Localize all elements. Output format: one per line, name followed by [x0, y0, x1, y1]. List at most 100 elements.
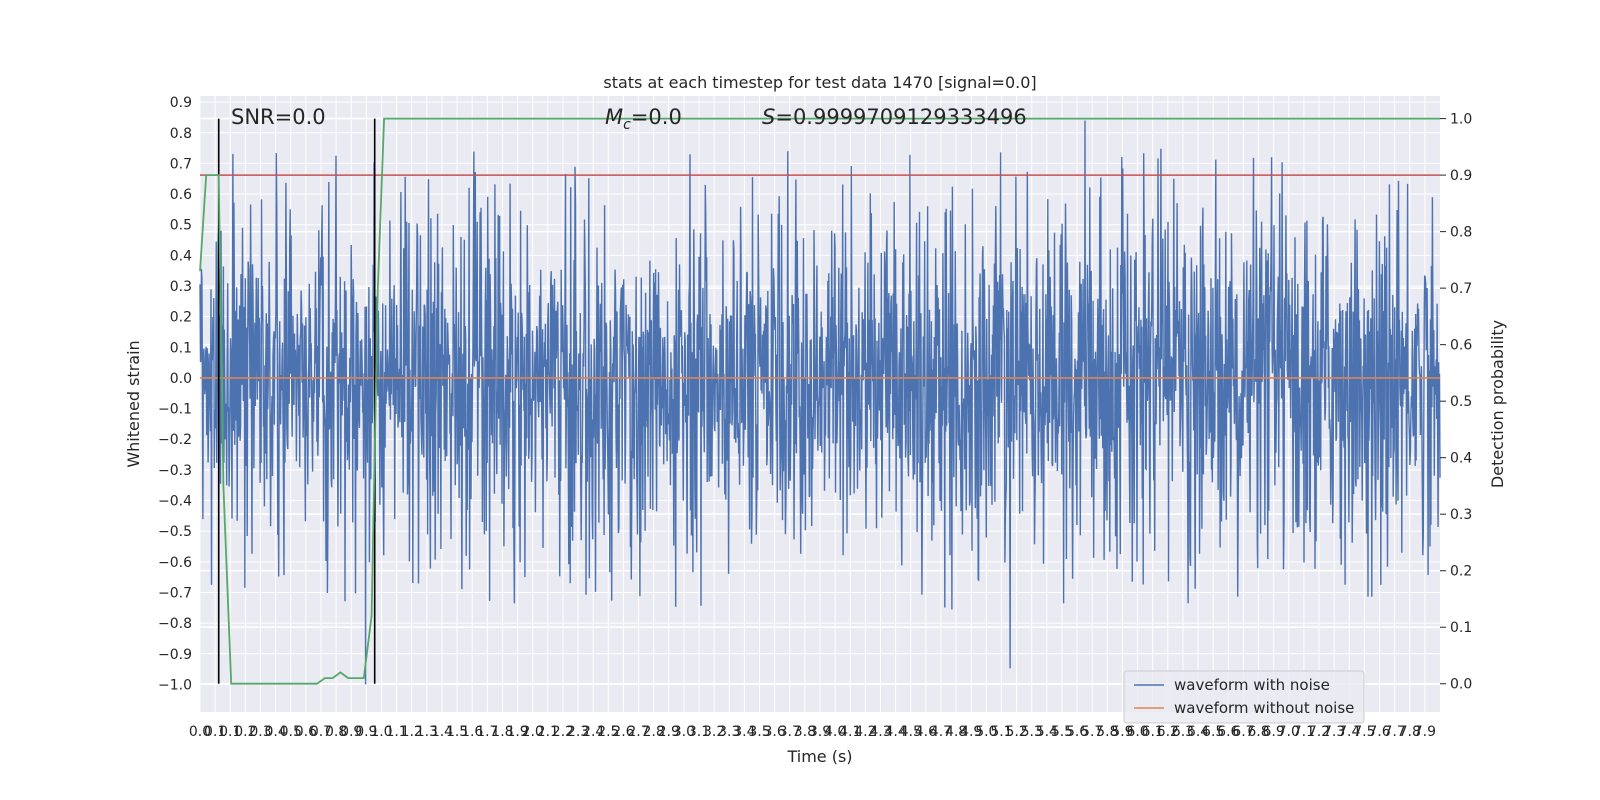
- x-tick-label: 2.4: [582, 724, 604, 740]
- y2-tick-label: 0.7: [1450, 281, 1472, 297]
- x-tick-label: 7.9: [1414, 724, 1436, 740]
- x-tick-label: 0.6: [295, 724, 317, 740]
- x-tick-label: 1.2: [401, 724, 423, 740]
- y-axis-label: Whitened strain: [124, 340, 143, 467]
- y2-tick-label: 0.4: [1450, 451, 1472, 467]
- x-tick-label: 5.9: [1111, 724, 1133, 740]
- x-tick-label: 3.8: [794, 724, 816, 740]
- y-tick-label: −0.8: [158, 616, 192, 632]
- x-tick-label: 7.4: [1338, 724, 1360, 740]
- y-tick-label: 0.8: [170, 126, 192, 142]
- x-tick-label: 6.6: [1217, 724, 1239, 740]
- x-tick-label: 5.0: [975, 724, 997, 740]
- x-tick-label: 7.3: [1323, 724, 1345, 740]
- x-tick-label: 0.8: [325, 724, 347, 740]
- x-tick-label: 6.7: [1232, 724, 1254, 740]
- x-tick-label: 2.7: [627, 724, 649, 740]
- y-tick-label: −0.3: [158, 463, 192, 479]
- x-tick-label: 6.2: [1157, 724, 1179, 740]
- mc-annotation: Mc=0.0: [605, 105, 682, 133]
- y-tick-label: −0.6: [158, 555, 192, 571]
- x-tick-label: 0.5: [280, 724, 302, 740]
- x-tick-label: 2.6: [612, 724, 634, 740]
- x-tick-label: 7.1: [1293, 724, 1315, 740]
- y2-tick-label: 0.3: [1450, 507, 1472, 523]
- y-tick-label: −0.9: [158, 647, 192, 663]
- y2-tick-label: 0.6: [1450, 338, 1472, 354]
- y2-tick-label: 0.5: [1450, 394, 1472, 410]
- x-tick-label: 1.5: [446, 724, 468, 740]
- x-tick-label: 4.9: [960, 724, 982, 740]
- x-tick-label: 0.1: [204, 724, 226, 740]
- x-tick-label: 5.2: [1005, 724, 1027, 740]
- y-tick-label: 0.1: [170, 340, 192, 356]
- x-tick-label: 2.2: [552, 724, 574, 740]
- y2-tick-label: 0.9: [1450, 168, 1472, 184]
- mc-value: =0.0: [631, 105, 682, 129]
- x-tick-label: 2.1: [537, 724, 559, 740]
- x-tick-label: 3.7: [779, 724, 801, 740]
- x-tick-label: 4.0: [824, 724, 846, 740]
- x-tick-label: 0.9: [340, 724, 362, 740]
- x-tick-label: 3.4: [733, 724, 755, 740]
- x-tick-label: 4.5: [900, 724, 922, 740]
- s-annotation: S=0.9999709129333496: [762, 105, 1027, 129]
- x-tick-label: 6.8: [1247, 724, 1269, 740]
- y-tick-label: −1.0: [158, 677, 192, 693]
- legend-label-waveform-without-noise: waveform without noise: [1174, 699, 1354, 717]
- x-tick-label: 2.3: [567, 724, 589, 740]
- waveform-with-noise-series: [199, 120, 1441, 685]
- x-tick-label: 1.7: [476, 724, 498, 740]
- x-tick-label: 5.1: [990, 724, 1012, 740]
- y2-axis-ticks: 1.0 0.9 0.8 0.7 0.6 0.5 0.4 0.3 0.2 0.1 0.0: [1440, 112, 1472, 693]
- x-tick-label: 0.9: [355, 724, 377, 740]
- x-tick-label: 3.0: [673, 724, 695, 740]
- y-tick-label: 0.9: [170, 95, 192, 111]
- y-tick-label: 0.3: [170, 279, 192, 295]
- x-tick-label: 3.5: [748, 724, 770, 740]
- x-tick-label: 5.5: [1051, 724, 1073, 740]
- x-tick-label: 7.6: [1368, 724, 1390, 740]
- x-tick-label: 3.1: [688, 724, 710, 740]
- x-tick-label: 0.0: [189, 724, 211, 740]
- x-tick-label: 5.7: [1081, 724, 1103, 740]
- x-tick-label: 1.4: [431, 724, 453, 740]
- x-tick-label: 1.8: [491, 724, 513, 740]
- mc-symbol: M: [605, 105, 623, 129]
- x-tick-label: 2.9: [658, 724, 680, 740]
- x-tick-label: 4.1: [839, 724, 861, 740]
- x-tick-label: 3.2: [703, 724, 725, 740]
- y2-tick-label: 0.8: [1450, 225, 1472, 241]
- y-tick-label: −0.7: [158, 585, 192, 601]
- x-tick-label: 4.8: [945, 724, 967, 740]
- detection-probability-series: [199, 117, 1440, 685]
- x-tick-label: 5.6: [1066, 724, 1088, 740]
- x-tick-label: 4.2: [854, 724, 876, 740]
- x-tick-label: 1.3: [416, 724, 438, 740]
- x-tick-label: 0.2: [234, 724, 256, 740]
- y-tick-label: 0.2: [170, 310, 192, 326]
- x-tick-label: 6.9: [1263, 724, 1285, 740]
- x-tick-label: 7.5: [1353, 724, 1375, 740]
- y-tick-label: 0.6: [170, 187, 192, 203]
- y-tick-label: −0.1: [158, 402, 192, 418]
- x-axis-label: Time (s): [786, 747, 852, 766]
- x-tick-label: 7.7: [1384, 724, 1406, 740]
- mc-subscript: c: [623, 117, 631, 133]
- x-tick-label: 0.7: [310, 724, 332, 740]
- y-tick-label: 0.7: [170, 156, 192, 172]
- x-tick-label: 2.5: [597, 724, 619, 740]
- x-tick-label: 0.1: [219, 724, 241, 740]
- x-tick-label: 3.9: [809, 724, 831, 740]
- x-tick-label: 7.8: [1399, 724, 1421, 740]
- y-tick-label: −0.5: [158, 524, 192, 540]
- x-tick-label: 4.4: [884, 724, 906, 740]
- s-symbol: S: [762, 105, 775, 129]
- y-tick-label: −0.4: [158, 494, 192, 510]
- x-tick-label: 6.4: [1187, 724, 1209, 740]
- legend-box: [1123, 670, 1365, 724]
- x-tick-label: 4.3: [869, 724, 891, 740]
- x-tick-label: 1.1: [385, 724, 407, 740]
- y-tick-label: 0.5: [170, 218, 192, 234]
